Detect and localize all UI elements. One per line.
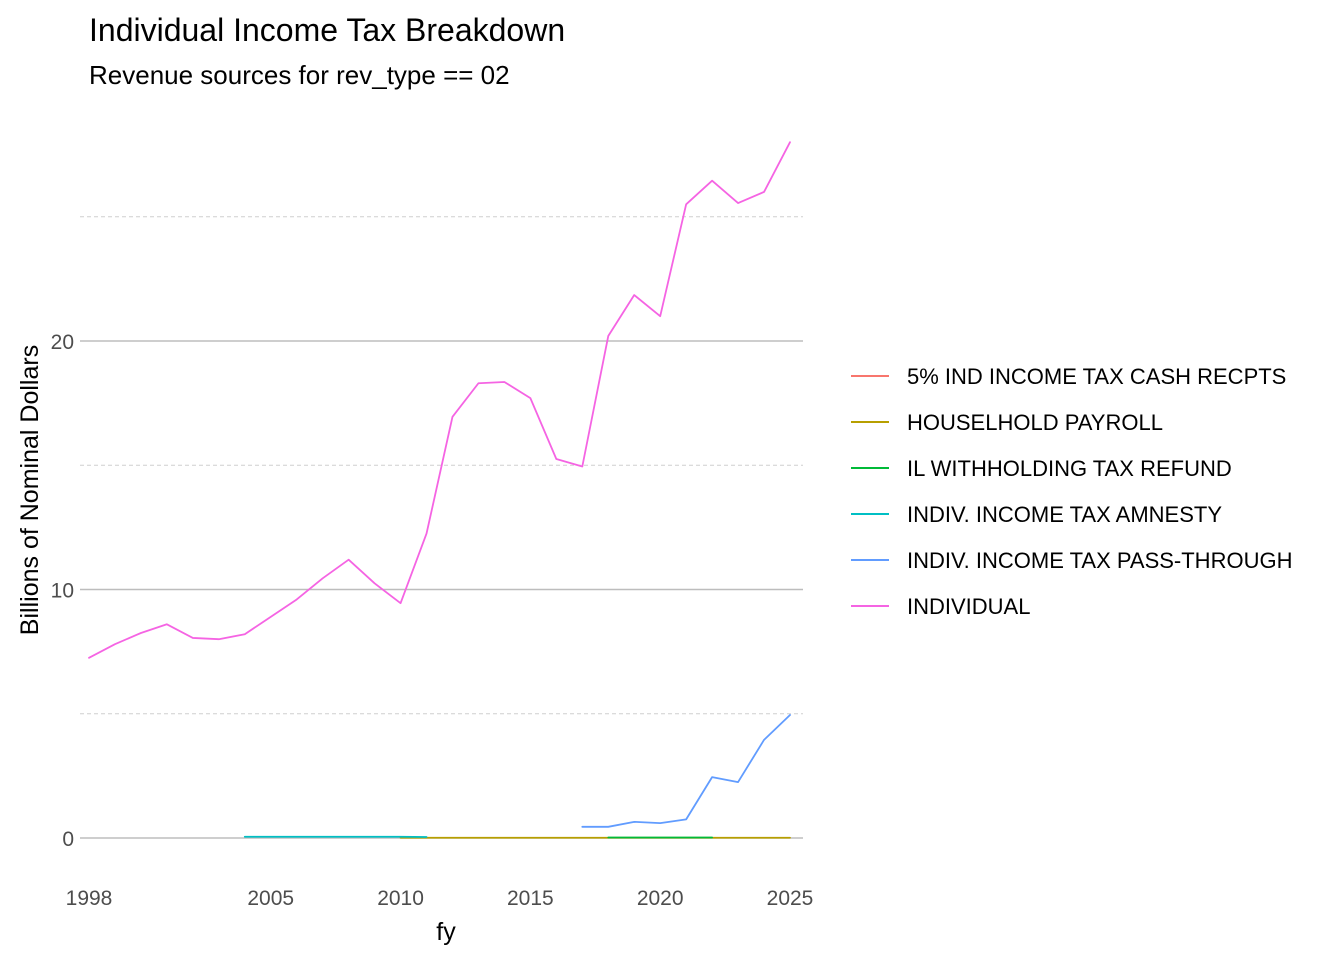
legend-label: 5% IND INCOME TAX CASH RECPTS [907, 364, 1286, 389]
legend-label: HOUSELHOLD PAYROLL [907, 410, 1163, 435]
legend-label: IL WITHHOLDING TAX REFUND [907, 456, 1232, 481]
legend-label: INDIV. INCOME TAX PASS-THROUGH [907, 548, 1292, 573]
y-axis-ticks: 0 10 20 [51, 331, 74, 851]
x-axis-title: fy [436, 918, 456, 946]
chart-title: Individual Income Tax Breakdown [89, 12, 565, 48]
x-tick-label: 1998 [66, 887, 113, 910]
x-tick-label: 2020 [637, 887, 684, 910]
x-tick-label: 2010 [377, 887, 424, 910]
y-tick-label: 10 [51, 580, 74, 603]
legend-label: INDIV. INCOME TAX AMNESTY [907, 502, 1222, 527]
series-line-5 [88, 141, 791, 659]
chart-subtitle: Revenue sources for rev_type == 02 [89, 60, 510, 90]
legend: 5% IND INCOME TAX CASH RECPTS HOUSELHOLD … [851, 364, 1292, 619]
x-tick-label: 2015 [507, 887, 554, 910]
plot-series [88, 141, 791, 839]
legend-label: INDIVIDUAL [907, 594, 1030, 619]
y-tick-label: 0 [62, 828, 74, 851]
x-tick-label: 2025 [767, 887, 814, 910]
y-tick-label: 20 [51, 331, 74, 354]
series-line-4 [581, 714, 791, 828]
grid [80, 216, 803, 839]
x-axis-ticks: 1998 2005 2010 2015 2020 2025 [66, 887, 814, 910]
y-axis-title: Billions of Nominal Dollars [16, 345, 44, 635]
x-tick-label: 2005 [247, 887, 294, 910]
